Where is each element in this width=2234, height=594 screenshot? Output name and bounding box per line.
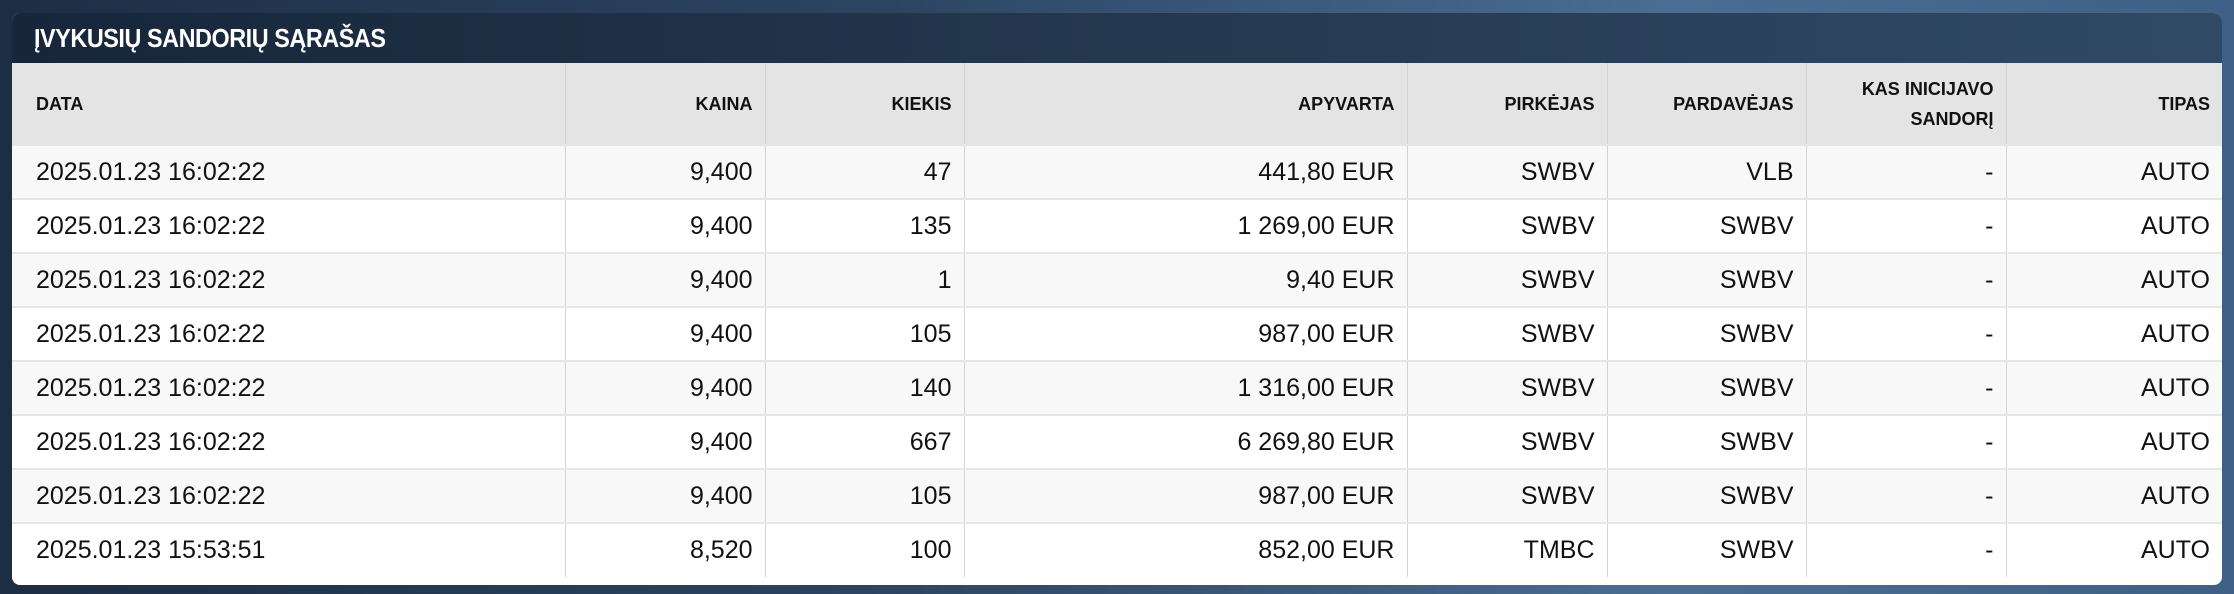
table-row: 2025.01.23 16:02:22 9,400 667 6 269,80 EUR S… bbox=[12, 415, 2222, 469]
cell-type: AUTO bbox=[2005, 145, 2222, 199]
cell-quantity: 105 bbox=[764, 469, 964, 523]
cell-seller: SWBV bbox=[1606, 307, 1806, 361]
cell-buyer: SWBV bbox=[1406, 307, 1607, 361]
cell-initiator: - bbox=[1805, 253, 2006, 307]
cell-turnover: 1 316,00 EUR bbox=[963, 361, 1407, 415]
cell-date: 2025.01.23 16:02:22 bbox=[36, 157, 266, 186]
column-header-quantity[interactable]: KIEKIS bbox=[764, 63, 964, 145]
cell-buyer: SWBV bbox=[1406, 199, 1607, 253]
cell-date: 2025.01.23 15:53:51 bbox=[36, 536, 266, 564]
cell-date: 2025.01.23 16:02:22 bbox=[36, 481, 266, 510]
cell-price: 9,400 bbox=[564, 361, 765, 415]
cell-initiator: - bbox=[1805, 415, 2006, 469]
column-header-initiator[interactable]: KAS INICIJAVO SANDORĮ bbox=[1805, 63, 2006, 145]
trades-panel: ĮVYKUSIŲ SANDORIŲ SĄRAŠAS DATA KAINA KIEKI… bbox=[12, 13, 2222, 585]
table-row: 2025.01.23 16:02:22 9,400 105 987,00 EUR SWB… bbox=[12, 307, 2222, 361]
cell-type: AUTO bbox=[2005, 469, 2222, 523]
column-header-type[interactable]: TIPAS bbox=[2005, 63, 2222, 145]
column-header-seller[interactable]: PARDAVĖJAS bbox=[1606, 63, 1806, 145]
cell-price: 9,400 bbox=[564, 253, 765, 307]
cell-initiator: - bbox=[1805, 307, 2006, 361]
cell-price: 9,400 bbox=[564, 199, 765, 253]
cell-turnover: 852,00 EUR bbox=[963, 523, 1407, 577]
cell-quantity: 1 bbox=[764, 253, 964, 307]
cell-initiator: - bbox=[1805, 361, 2006, 415]
cell-seller: SWBV bbox=[1606, 415, 1806, 469]
cell-turnover: 987,00 EUR bbox=[963, 469, 1407, 523]
column-header-date[interactable]: DATA bbox=[36, 93, 84, 114]
column-header-turnover[interactable]: APYVARTA bbox=[963, 63, 1407, 145]
cell-turnover: 441,80 EUR bbox=[963, 145, 1407, 199]
cell-turnover: 9,40 EUR bbox=[963, 253, 1407, 307]
table-row: 2025.01.23 16:02:22 9,400 105 987,00 EUR SWB… bbox=[12, 469, 2222, 523]
cell-date: 2025.01.23 16:02:22 bbox=[36, 373, 266, 402]
cell-seller: SWBV bbox=[1606, 253, 1806, 307]
table-row: 2025.01.23 16:02:22 9,400 140 1 316,00 EUR S… bbox=[12, 361, 2222, 415]
cell-seller: VLB bbox=[1606, 145, 1806, 199]
cell-initiator: - bbox=[1805, 469, 2006, 523]
cell-price: 9,400 bbox=[564, 145, 765, 199]
cell-buyer: SWBV bbox=[1406, 415, 1607, 469]
cell-type: AUTO bbox=[2005, 253, 2222, 307]
cell-buyer: SWBV bbox=[1406, 253, 1607, 307]
cell-turnover: 1 269,00 EUR bbox=[963, 199, 1407, 253]
cell-type: AUTO bbox=[2005, 415, 2222, 469]
cell-buyer: SWBV bbox=[1406, 469, 1607, 523]
cell-turnover: 987,00 EUR bbox=[963, 307, 1407, 361]
cell-quantity: 47 bbox=[764, 145, 964, 199]
table-header: DATA KAINA KIEKIS APYVARTA PIRKĖJAS PARDAVĖJA… bbox=[12, 63, 2222, 145]
cell-date: 2025.01.23 16:02:22 bbox=[36, 427, 266, 456]
cell-buyer: SWBV bbox=[1406, 145, 1607, 199]
cell-date: 2025.01.23 16:02:22 bbox=[36, 211, 266, 240]
cell-initiator: - bbox=[1805, 523, 2006, 577]
cell-price: 9,400 bbox=[564, 307, 765, 361]
cell-buyer: TMBC bbox=[1406, 523, 1607, 577]
cell-type: AUTO bbox=[2005, 307, 2222, 361]
cell-initiator: - bbox=[1805, 145, 2006, 199]
cell-quantity: 135 bbox=[764, 199, 964, 253]
column-header-price[interactable]: KAINA bbox=[564, 63, 765, 145]
panel-title: ĮVYKUSIŲ SANDORIŲ SĄRAŠAS bbox=[34, 22, 386, 53]
cell-seller: SWBV bbox=[1606, 469, 1806, 523]
cell-type: AUTO bbox=[2005, 523, 2222, 577]
cell-quantity: 100 bbox=[764, 523, 964, 577]
table-row: 2025.01.23 15:53:51 8,520 100 852,00 EUR TMB… bbox=[12, 523, 2222, 577]
table-row: 2025.01.23 16:02:22 9,400 1 9,40 EUR SWBV SWB… bbox=[12, 253, 2222, 307]
cell-quantity: 667 bbox=[764, 415, 964, 469]
cell-quantity: 140 bbox=[764, 361, 964, 415]
cell-seller: SWBV bbox=[1606, 199, 1806, 253]
column-header-buyer[interactable]: PIRKĖJAS bbox=[1406, 63, 1607, 145]
cell-buyer: SWBV bbox=[1406, 361, 1607, 415]
table-row: 2025.01.23 16:02:22 9,400 135 1 269,00 EUR S… bbox=[12, 199, 2222, 253]
trades-table: DATA KAINA KIEKIS APYVARTA PIRKĖJAS PARDAVĖJA… bbox=[12, 63, 2222, 577]
cell-type: AUTO bbox=[2005, 199, 2222, 253]
cell-quantity: 105 bbox=[764, 307, 964, 361]
cell-price: 8,520 bbox=[564, 523, 765, 577]
cell-seller: SWBV bbox=[1606, 523, 1806, 577]
cell-date: 2025.01.23 16:02:22 bbox=[36, 265, 266, 294]
cell-price: 9,400 bbox=[564, 415, 765, 469]
cell-seller: SWBV bbox=[1606, 361, 1806, 415]
cell-type: AUTO bbox=[2005, 361, 2222, 415]
panel-header: ĮVYKUSIŲ SANDORIŲ SĄRAŠAS bbox=[12, 13, 2222, 63]
cell-initiator: - bbox=[1805, 199, 2006, 253]
cell-date: 2025.01.23 16:02:22 bbox=[36, 319, 266, 348]
cell-price: 9,400 bbox=[564, 469, 765, 523]
cell-turnover: 6 269,80 EUR bbox=[963, 415, 1407, 469]
table-row: 2025.01.23 16:02:22 9,400 47 441,80 EUR SWBV… bbox=[12, 145, 2222, 199]
